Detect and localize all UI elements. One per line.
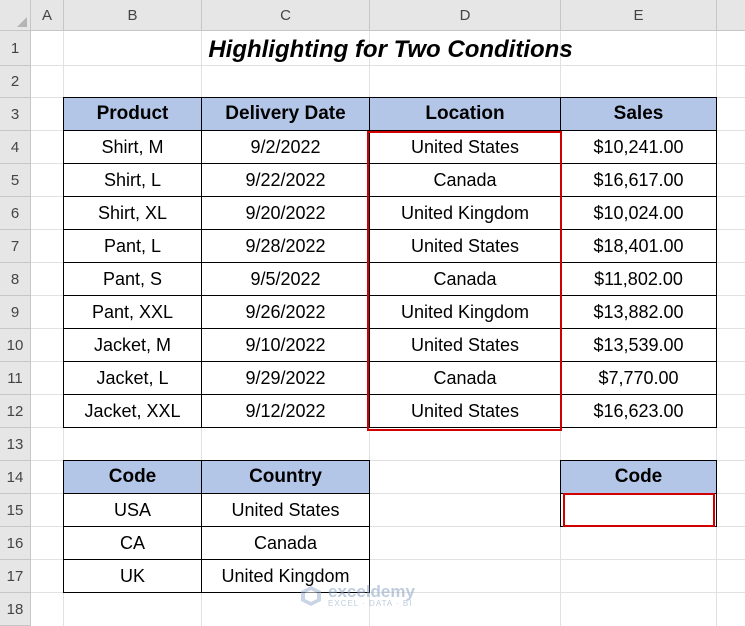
row-header-1[interactable]: 1 [0, 31, 31, 66]
delivery-date-cell[interactable]: 9/10/2022 [202, 329, 370, 362]
header-location[interactable]: Location [370, 97, 561, 131]
column-header-f[interactable] [717, 0, 745, 31]
exceldemy-watermark: exceldemy EXCEL · DATA · BI [300, 583, 415, 608]
header-sales[interactable]: Sales [561, 97, 717, 131]
location-cell[interactable]: Canada [370, 263, 561, 296]
watermark-tagline: EXCEL · DATA · BI [328, 599, 413, 608]
location-cell[interactable]: United States [370, 395, 561, 428]
gridline [31, 460, 745, 461]
gridline [31, 526, 745, 527]
sales-cell[interactable]: $13,882.00 [561, 296, 717, 329]
watermark-name: exceldemy [328, 582, 415, 601]
sales-cell[interactable]: $10,024.00 [561, 197, 717, 230]
code-cell[interactable]: USA [63, 494, 202, 527]
sales-cell[interactable]: $13,539.00 [561, 329, 717, 362]
product-cell[interactable]: Jacket, M [63, 329, 202, 362]
code-cell[interactable]: UK [63, 560, 202, 593]
sales-cell[interactable]: $7,770.00 [561, 362, 717, 395]
location-cell[interactable]: United Kingdom [370, 197, 561, 230]
row-header-9[interactable]: 9 [0, 296, 31, 329]
row-header-10[interactable]: 10 [0, 329, 31, 362]
header-country[interactable]: Country [202, 460, 370, 494]
location-cell[interactable]: United Kingdom [370, 296, 561, 329]
delivery-date-cell[interactable]: 9/22/2022 [202, 164, 370, 197]
gridline [31, 65, 745, 66]
row-header-7[interactable]: 7 [0, 230, 31, 263]
row-header-15[interactable]: 15 [0, 494, 31, 527]
delivery-date-cell[interactable]: 9/29/2022 [202, 362, 370, 395]
row-header-14[interactable]: 14 [0, 461, 31, 494]
location-cell[interactable]: United States [370, 329, 561, 362]
product-cell[interactable]: Jacket, XXL [63, 395, 202, 428]
product-cell[interactable]: Pant, XXL [63, 296, 202, 329]
header-code-input[interactable]: Code [560, 460, 717, 494]
sales-cell[interactable]: $16,617.00 [561, 164, 717, 197]
row-header-18[interactable]: 18 [0, 593, 31, 626]
header-product[interactable]: Product [63, 97, 202, 131]
row-header-8[interactable]: 8 [0, 263, 31, 296]
column-header-c[interactable]: C [202, 0, 370, 31]
code-cell[interactable]: CA [63, 527, 202, 560]
row-header-5[interactable]: 5 [0, 164, 31, 197]
header-code[interactable]: Code [63, 460, 202, 494]
product-cell[interactable]: Jacket, L [63, 362, 202, 395]
row-header-11[interactable]: 11 [0, 362, 31, 395]
delivery-date-cell[interactable]: 9/26/2022 [202, 296, 370, 329]
delivery-date-cell[interactable]: 9/12/2022 [202, 395, 370, 428]
location-cell[interactable]: United States [370, 230, 561, 263]
code-input-cell[interactable] [560, 494, 717, 527]
country-cell[interactable]: United States [202, 494, 370, 527]
gridline [31, 493, 745, 494]
delivery-date-cell[interactable]: 9/20/2022 [202, 197, 370, 230]
location-cell[interactable]: Canada [370, 164, 561, 197]
sheet-title[interactable]: Highlighting for Two Conditions [208, 35, 573, 63]
row-header-4[interactable]: 4 [0, 131, 31, 164]
row-header-2[interactable]: 2 [0, 66, 31, 98]
column-header-d[interactable]: D [370, 0, 561, 31]
delivery-date-cell[interactable]: 9/5/2022 [202, 263, 370, 296]
delivery-date-cell[interactable]: 9/28/2022 [202, 230, 370, 263]
gridline [31, 559, 745, 560]
row-header-16[interactable]: 16 [0, 527, 31, 560]
column-header-e[interactable]: E [561, 0, 717, 31]
row-header-17[interactable]: 17 [0, 560, 31, 593]
sales-cell[interactable]: $11,802.00 [561, 263, 717, 296]
location-cell[interactable]: United States [370, 131, 561, 164]
row-header-3[interactable]: 3 [0, 98, 31, 131]
product-cell[interactable]: Shirt, L [63, 164, 202, 197]
sales-cell[interactable]: $16,623.00 [561, 395, 717, 428]
sales-cell[interactable]: $10,241.00 [561, 131, 717, 164]
product-cell[interactable]: Shirt, XL [63, 197, 202, 230]
location-cell[interactable]: Canada [370, 362, 561, 395]
row-header-6[interactable]: 6 [0, 197, 31, 230]
product-cell[interactable]: Pant, S [63, 263, 202, 296]
country-cell[interactable]: United Kingdom [202, 560, 370, 593]
header-delivery-date[interactable]: Delivery Date [202, 97, 370, 131]
exceldemy-logo-icon [300, 585, 322, 607]
country-cell[interactable]: Canada [202, 527, 370, 560]
product-cell[interactable]: Shirt, M [63, 131, 202, 164]
gridline [31, 592, 745, 593]
row-header-12[interactable]: 12 [0, 395, 31, 428]
delivery-date-cell[interactable]: 9/2/2022 [202, 131, 370, 164]
product-cell[interactable]: Pant, L [63, 230, 202, 263]
row-header-13[interactable]: 13 [0, 428, 31, 461]
column-header-b[interactable]: B [64, 0, 202, 31]
sales-cell[interactable]: $18,401.00 [561, 230, 717, 263]
column-header-a[interactable]: A [31, 0, 64, 31]
select-all-button[interactable] [0, 0, 31, 31]
